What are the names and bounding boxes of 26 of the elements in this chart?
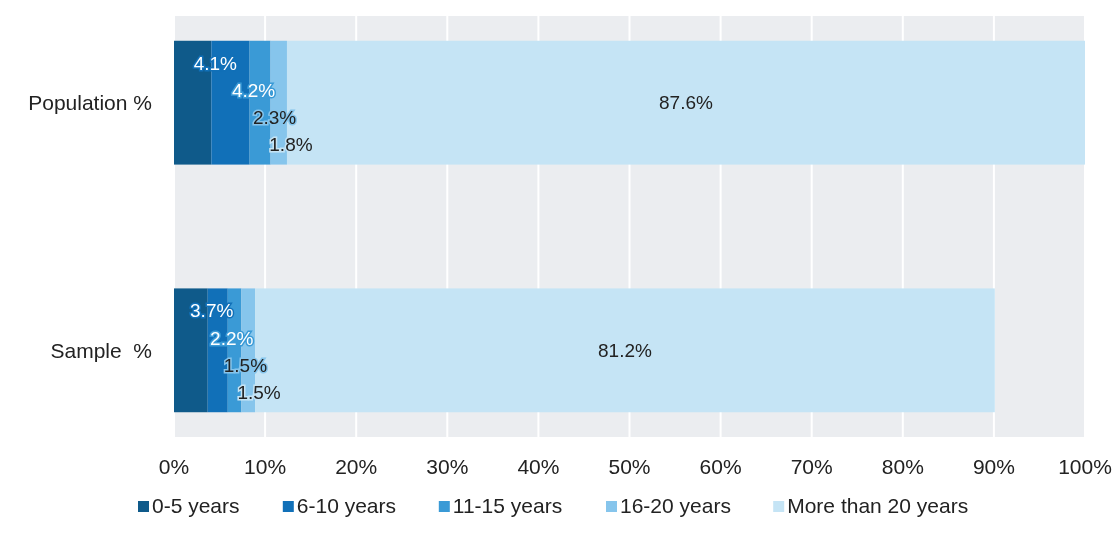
data-label: 3.7%	[190, 300, 234, 322]
legend-label: 16-20 years	[620, 494, 731, 517]
x-tick-label: 40%	[517, 455, 560, 478]
x-tick-label: 0%	[158, 455, 190, 478]
legend-label: 0-5 years	[152, 494, 240, 517]
data-label: 81.2%	[598, 339, 652, 361]
legend-label: 11-15 years	[452, 494, 563, 517]
x-tick-label: 20%	[335, 455, 378, 478]
x-tick-label: 70%	[790, 455, 833, 478]
data-label: 2.2%	[210, 327, 254, 349]
y-tick-label: Population %	[28, 91, 152, 115]
x-tick-label: 30%	[426, 455, 469, 478]
x-tick-label: 60%	[699, 455, 742, 478]
data-label: 4.2%	[231, 79, 276, 101]
y-tick-label: Sample %	[50, 338, 152, 362]
x-tick-label: 10%	[244, 455, 287, 478]
data-label: 4.1%	[193, 52, 238, 74]
legend-label: More than 20 years	[787, 494, 969, 517]
x-tick-label: 80%	[881, 455, 924, 478]
data-label: 2.3%	[252, 107, 297, 129]
x-tick-label: 100%	[1058, 455, 1112, 478]
x-tick-label: 50%	[608, 455, 651, 478]
data-label: 87.6%	[659, 92, 714, 114]
data-label: 1.8%	[269, 134, 313, 156]
legend-label: 6-10 years	[296, 494, 397, 517]
x-tick-label: 90%	[972, 455, 1015, 478]
